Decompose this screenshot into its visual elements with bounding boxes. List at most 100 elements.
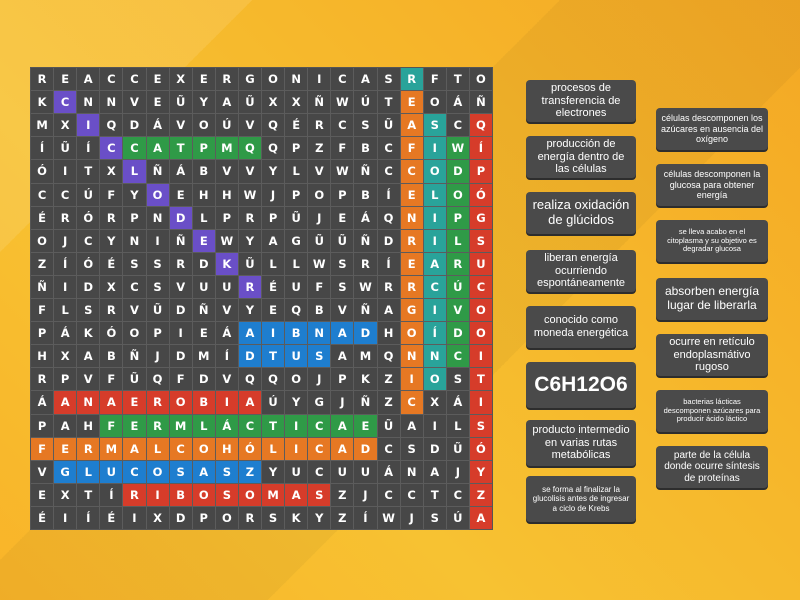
grid-cell[interactable]: A — [285, 483, 308, 506]
grid-cell[interactable]: I — [215, 391, 238, 414]
grid-cell[interactable]: F — [100, 183, 123, 206]
grid-cell[interactable]: A — [77, 345, 100, 368]
grid-cell[interactable]: O — [285, 368, 308, 391]
grid-cell[interactable]: D — [123, 114, 146, 137]
grid-cell[interactable]: U — [469, 252, 492, 275]
grid-cell[interactable]: Ñ — [354, 229, 377, 252]
grid-cell[interactable]: É — [100, 506, 123, 529]
grid-cell[interactable]: T — [423, 483, 446, 506]
grid-cell[interactable]: G — [308, 391, 331, 414]
grid-cell[interactable]: N — [308, 322, 331, 345]
grid-cell[interactable]: E — [123, 414, 146, 437]
grid-cell[interactable]: F — [169, 368, 192, 391]
grid-cell[interactable]: Ú — [446, 275, 469, 298]
grid-cell[interactable]: L — [285, 160, 308, 183]
grid-cell[interactable]: O — [423, 368, 446, 391]
grid-cell[interactable]: R — [377, 275, 400, 298]
grid-cell[interactable]: P — [331, 183, 354, 206]
grid-cell[interactable]: E — [400, 252, 423, 275]
grid-cell[interactable]: C — [100, 137, 123, 160]
grid-cell[interactable]: É — [31, 506, 54, 529]
grid-cell[interactable]: M — [215, 137, 238, 160]
grid-cell[interactable]: L — [192, 206, 215, 229]
grid-cell[interactable]: A — [331, 414, 354, 437]
grid-cell[interactable]: H — [215, 183, 238, 206]
grid-cell[interactable]: I — [54, 160, 77, 183]
grid-cell[interactable]: R — [100, 299, 123, 322]
grid-cell[interactable]: L — [77, 460, 100, 483]
grid-cell[interactable]: F — [423, 68, 446, 91]
grid-cell[interactable]: E — [354, 414, 377, 437]
clue-card[interactable]: liberan energía ocurriendo espontáneamen… — [526, 250, 636, 292]
grid-cell[interactable]: Í — [377, 183, 400, 206]
grid-cell[interactable]: B — [354, 183, 377, 206]
grid-cell[interactable]: G — [238, 68, 261, 91]
grid-cell[interactable]: S — [308, 345, 331, 368]
grid-cell[interactable]: M — [169, 414, 192, 437]
grid-cell[interactable]: S — [123, 252, 146, 275]
grid-cell[interactable]: C — [377, 483, 400, 506]
grid-cell[interactable]: D — [169, 299, 192, 322]
grid-cell[interactable]: Ú — [446, 506, 469, 529]
grid-cell[interactable]: P — [262, 206, 285, 229]
grid-cell[interactable]: C — [238, 414, 261, 437]
grid-cell[interactable]: K — [285, 506, 308, 529]
grid-cell[interactable]: A — [215, 91, 238, 114]
grid-cell[interactable]: O — [469, 299, 492, 322]
grid-cell[interactable]: R — [308, 114, 331, 137]
grid-cell[interactable]: V — [215, 368, 238, 391]
grid-cell[interactable]: L — [123, 160, 146, 183]
grid-cell[interactable]: A — [146, 137, 169, 160]
grid-cell[interactable]: R — [400, 229, 423, 252]
grid-cell[interactable]: U — [100, 460, 123, 483]
clue-card[interactable]: absorben energía lugar de liberarla — [656, 278, 768, 320]
grid-cell[interactable]: O — [308, 183, 331, 206]
grid-cell[interactable]: B — [169, 483, 192, 506]
grid-cell[interactable]: M — [31, 114, 54, 137]
grid-cell[interactable]: E — [123, 391, 146, 414]
grid-cell[interactable]: G — [400, 299, 423, 322]
grid-cell[interactable]: É — [100, 252, 123, 275]
grid-cell[interactable]: P — [285, 137, 308, 160]
grid-cell[interactable]: C — [31, 183, 54, 206]
grid-cell[interactable]: O — [238, 483, 261, 506]
grid-cell[interactable]: F — [331, 137, 354, 160]
grid-cell[interactable]: Í — [54, 252, 77, 275]
grid-cell[interactable]: T — [469, 368, 492, 391]
grid-cell[interactable]: Ñ — [469, 91, 492, 114]
grid-cell[interactable]: Y — [123, 183, 146, 206]
grid-cell[interactable]: Ú — [262, 391, 285, 414]
grid-cell[interactable]: Y — [262, 160, 285, 183]
grid-cell[interactable]: C — [308, 437, 331, 460]
grid-cell[interactable]: E — [54, 437, 77, 460]
grid-cell[interactable]: U — [215, 275, 238, 298]
grid-cell[interactable]: C — [331, 68, 354, 91]
grid-cell[interactable]: J — [262, 183, 285, 206]
grid-cell[interactable]: K — [354, 368, 377, 391]
grid-cell[interactable]: E — [169, 183, 192, 206]
grid-cell[interactable]: A — [238, 391, 261, 414]
grid-cell[interactable]: N — [146, 206, 169, 229]
grid-cell[interactable]: I — [77, 114, 100, 137]
grid-cell[interactable]: Y — [238, 229, 261, 252]
grid-cell[interactable]: S — [215, 483, 238, 506]
grid-cell[interactable]: Ñ — [354, 391, 377, 414]
grid-cell[interactable]: J — [354, 483, 377, 506]
grid-cell[interactable]: O — [446, 183, 469, 206]
grid-cell[interactable]: Q — [100, 114, 123, 137]
grid-cell[interactable]: Ó — [77, 252, 100, 275]
grid-cell[interactable]: R — [77, 437, 100, 460]
grid-cell[interactable]: P — [146, 322, 169, 345]
grid-cell[interactable]: D — [354, 322, 377, 345]
grid-cell[interactable]: D — [377, 229, 400, 252]
grid-cell[interactable]: N — [400, 345, 423, 368]
grid-cell[interactable]: D — [423, 437, 446, 460]
grid-cell[interactable]: Í — [77, 137, 100, 160]
clue-card[interactable]: C6H12O6 — [526, 362, 636, 408]
grid-cell[interactable]: S — [400, 437, 423, 460]
grid-cell[interactable]: Q — [285, 299, 308, 322]
grid-cell[interactable]: V — [169, 114, 192, 137]
grid-cell[interactable]: A — [54, 391, 77, 414]
grid-cell[interactable]: V — [238, 160, 261, 183]
grid-cell[interactable]: H — [77, 414, 100, 437]
